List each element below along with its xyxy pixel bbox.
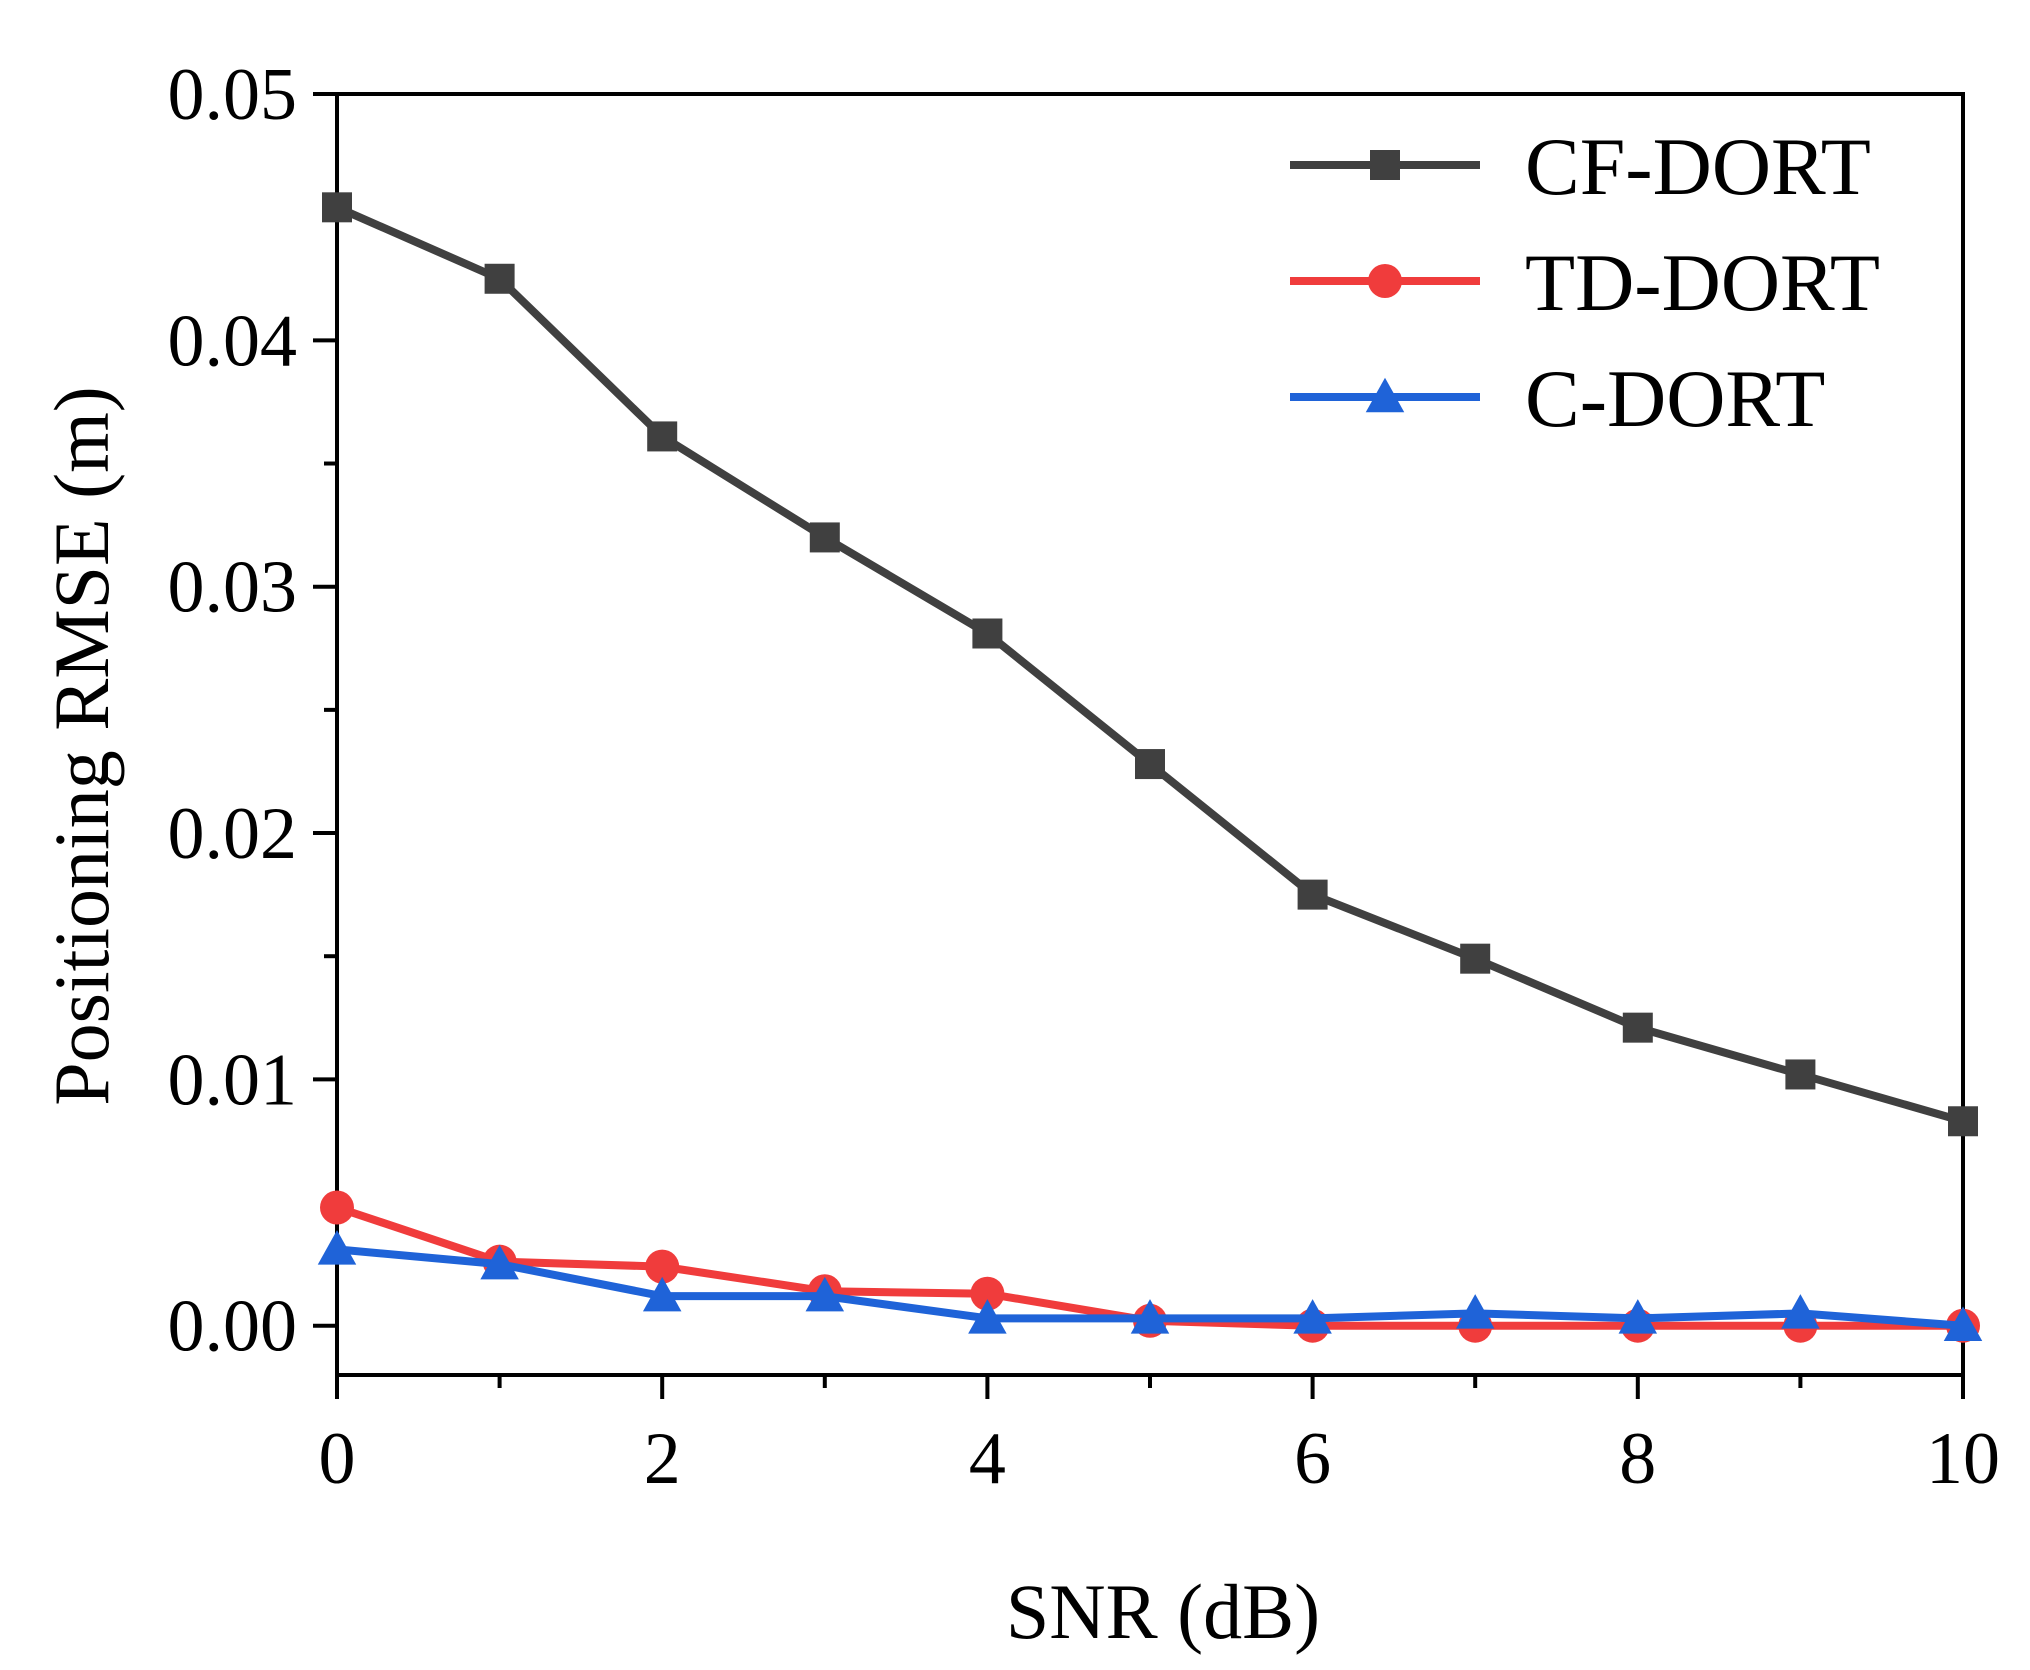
x-tick-label: 8 [1619,1418,1656,1500]
x-tick-label: 2 [644,1418,681,1500]
y-tick-label: 0.01 [168,1039,298,1121]
c-dort-point [1943,1306,1983,1341]
c-dort-point [317,1230,357,1265]
c-dort-point [642,1276,682,1312]
y-tick-label: 0.00 [168,1286,298,1368]
legend-item-c-dort: C-DORT [1290,353,1825,444]
c-dort-point [1293,1299,1332,1334]
td-dort-point [970,1276,1005,1311]
cf-dort-point [484,263,515,294]
legend-marker-cf-dort [1370,150,1400,180]
series-c-dort [317,1230,1983,1341]
cf-dort-point [1948,1106,1978,1137]
cf-dort-point [647,421,678,452]
legend-label-td-dort: TD-DORT [1525,237,1880,328]
cf-dort-point [972,618,1003,649]
axes: 0 2 4 6 8 10 0.00 0.01 0.02 0.03 0.04 0.05 [168,54,2001,1500]
legend-marker-td-dort [1368,264,1402,298]
y-tick-label: 0.02 [168,793,298,875]
legend-label-c-dort: C-DORT [1525,353,1825,444]
cf-dort-point [1785,1059,1816,1090]
y-tick-label: 0.05 [168,54,298,136]
series-group [317,192,1983,1343]
series-cf-dort [322,192,1978,1137]
x-tick-label: 10 [1926,1418,2000,1500]
c-dort-point [1618,1299,1658,1334]
cf-dort-point [1135,749,1165,780]
c-dort-point [1781,1294,1820,1329]
cf-dort-point [809,522,840,553]
c-dort-point [805,1276,845,1312]
c-dort-point [968,1299,1007,1334]
legend-label-cf-dort: CF-DORT [1525,121,1871,212]
cf-dort-point [322,192,352,223]
y-axis-title: Positioning RMSE (m) [38,386,125,1105]
x-axis-title: SNR (dB) [1006,1568,1320,1655]
x-tick-label: 0 [319,1418,356,1500]
y-tick-label: 0.03 [168,547,298,629]
cf-dort-point [1622,1012,1653,1043]
td-dort-point [320,1190,354,1225]
c-dort-point [1130,1299,1170,1334]
x-tick-label: 6 [1294,1418,1331,1500]
cf-dort-point [1297,879,1328,910]
td-dort-point [645,1249,680,1284]
c-dort-point [480,1244,519,1280]
legend-item-cf-dort: CF-DORT [1290,121,1871,212]
legend: CF-DORT TD-DORT C-DORT [1290,121,1880,444]
legend-marker-c-dort [1365,377,1405,413]
legend-item-td-dort: TD-DORT [1290,237,1880,328]
y-tick-label: 0.04 [168,300,298,382]
c-dort-point [1455,1294,1495,1329]
x-tick-label: 4 [969,1418,1006,1500]
cf-dort-line [335,203,1965,1126]
cf-dort-point [1460,943,1491,974]
